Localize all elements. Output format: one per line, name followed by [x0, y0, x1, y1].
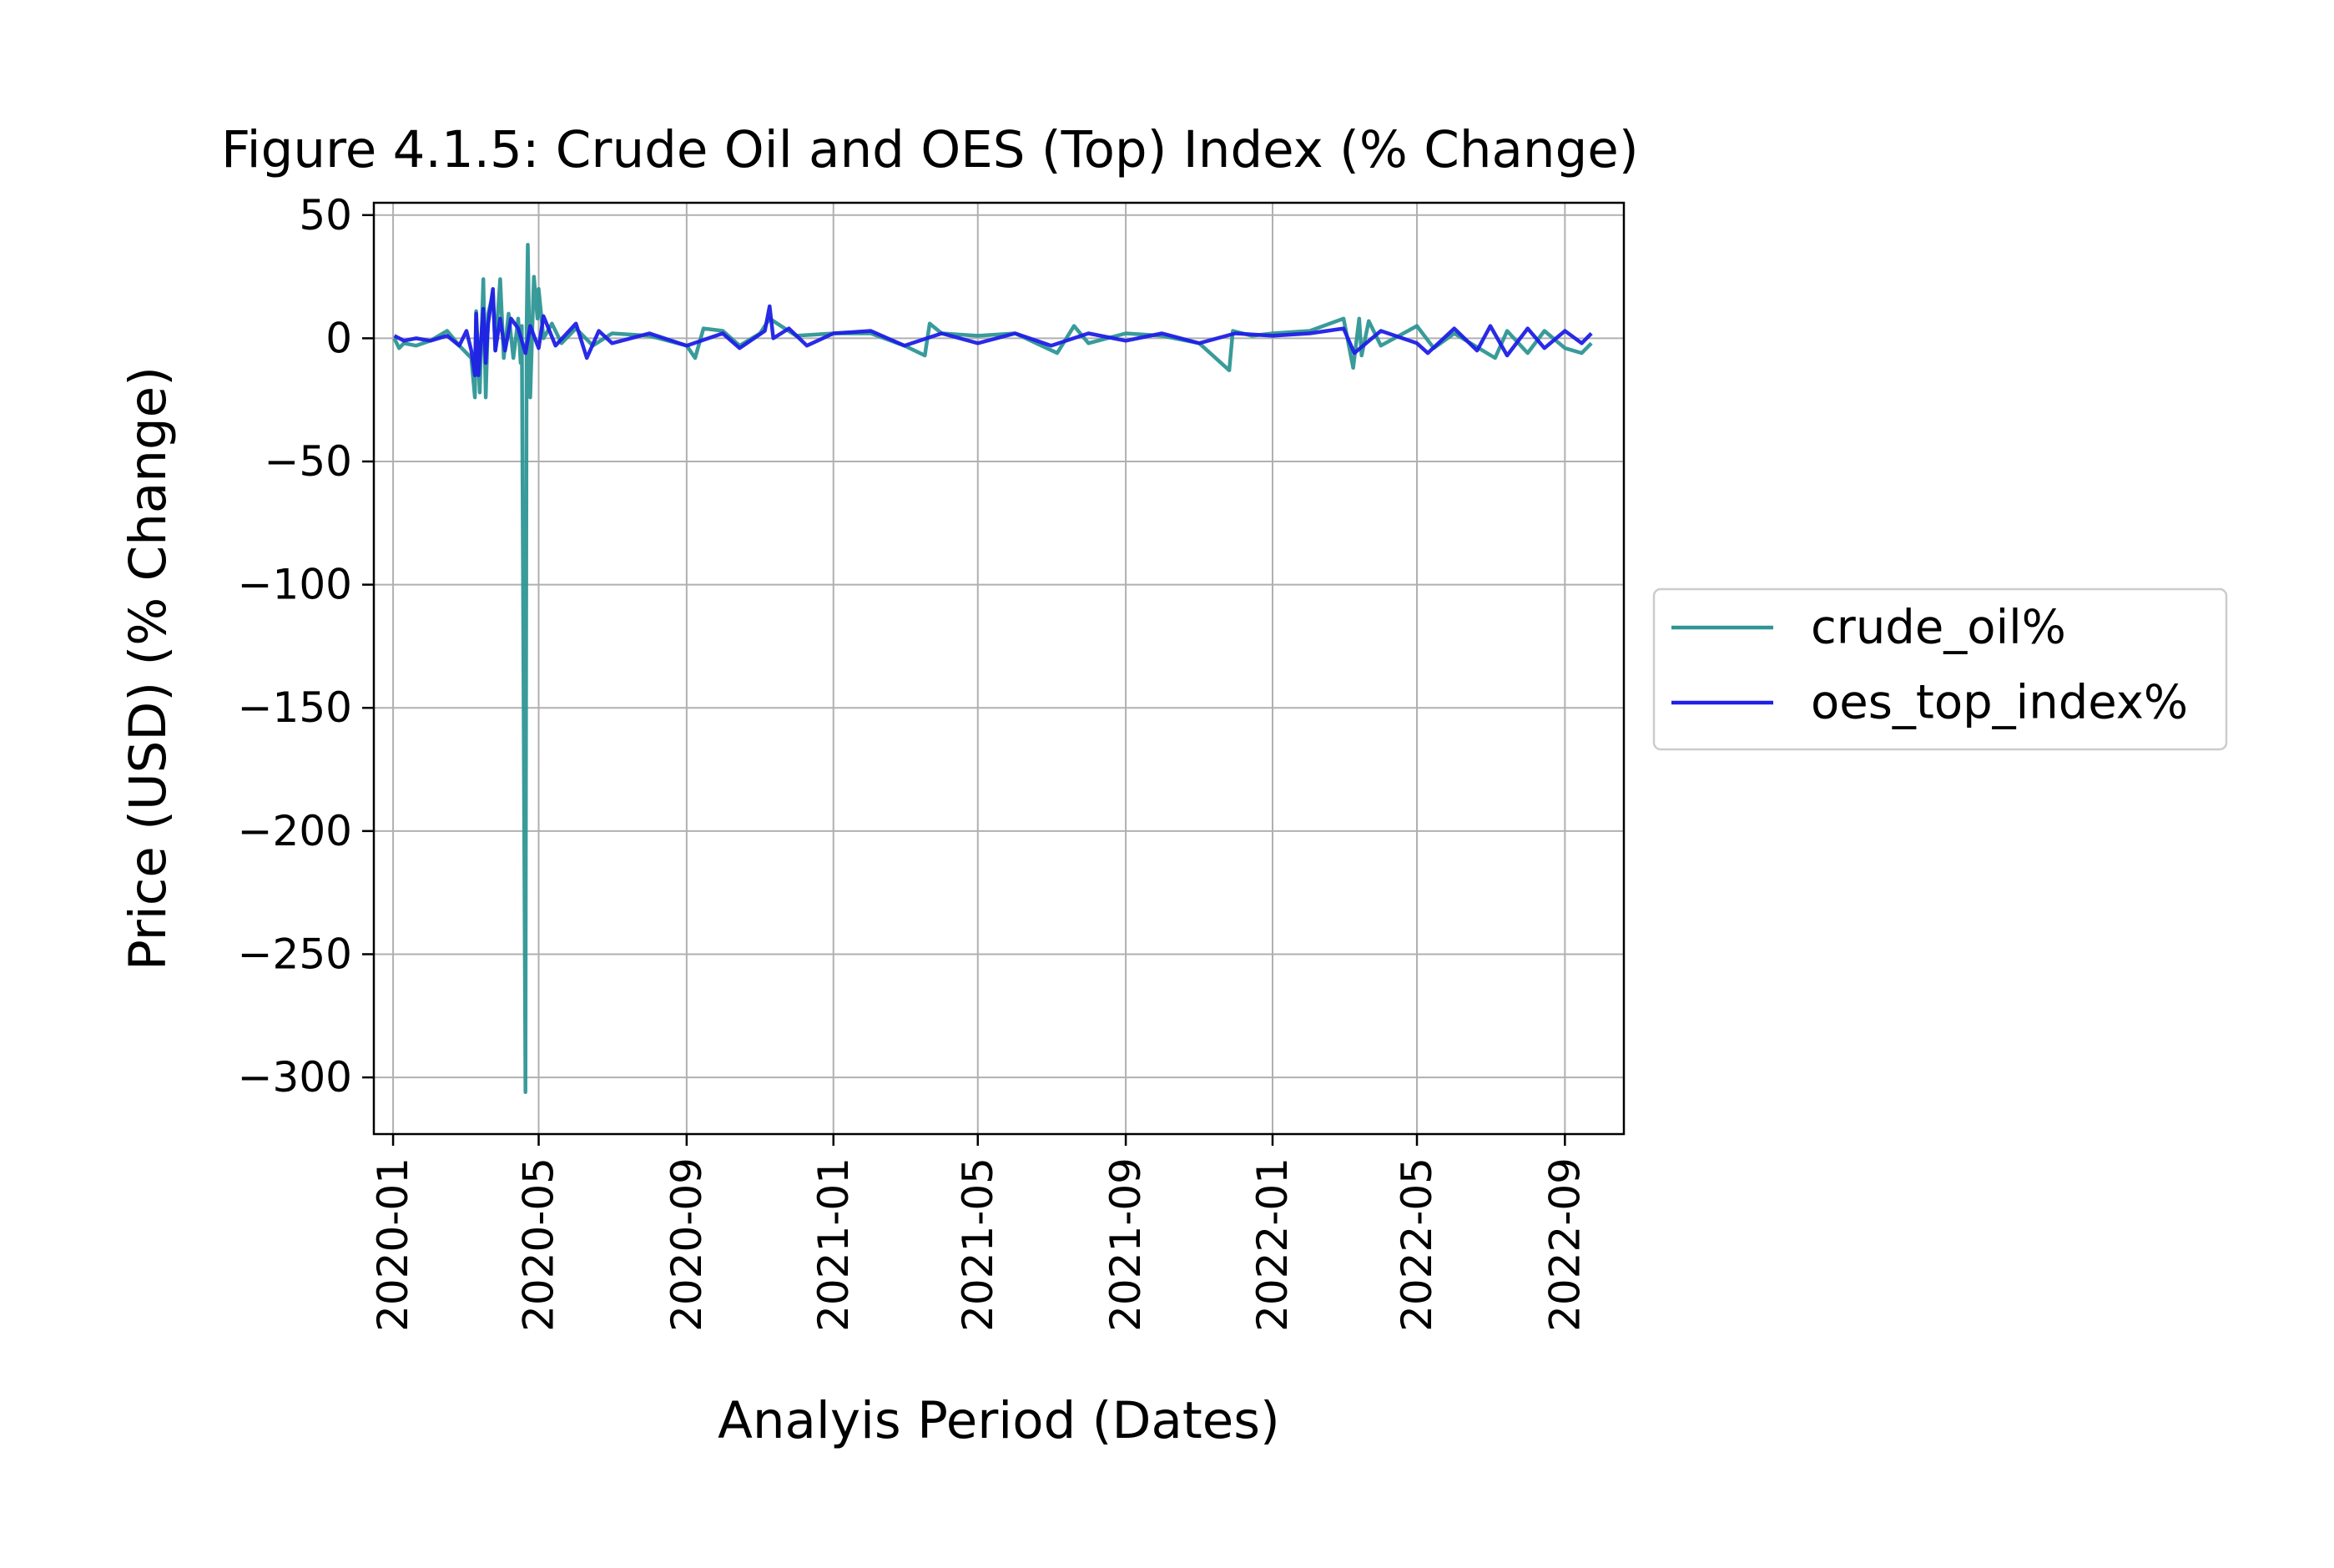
plot-background — [374, 203, 1624, 1134]
y-tick-label: −100 — [238, 561, 352, 609]
y-tick-label: −150 — [238, 683, 352, 732]
y-tick-label: −300 — [238, 1053, 352, 1102]
x-tick-label: 2020-01 — [369, 1157, 417, 1332]
x-tick-label: 2020-09 — [663, 1157, 711, 1332]
y-tick-label: −50 — [264, 437, 352, 486]
x-tick-label: 2020-05 — [515, 1157, 563, 1332]
x-tick-label: 2022-01 — [1248, 1157, 1297, 1332]
legend-label: oes_top_index% — [1811, 676, 2188, 730]
chart-title: Figure 4.1.5: Crude Oil and OES (Top) In… — [221, 120, 1639, 179]
plot-area: 2020-01 2020-05 2020-09 2021-01 2021-05 2021-… — [238, 191, 1626, 1332]
x-axis-title: Analyis Period (Dates) — [718, 1391, 1280, 1450]
series-line-oes-top-index — [393, 287, 1593, 377]
tick-layer: 2020-01 2020-05 2020-09 2021-01 2021-05 2021-… — [238, 191, 1590, 1332]
legend-box — [1652, 587, 2228, 751]
y-axis-title: Price (USD) (% Change) — [118, 366, 178, 971]
x-tick-label: 2022-09 — [1540, 1157, 1589, 1332]
y-tick-label: 0 — [325, 314, 352, 362]
legend: crude_oil% oes_top_index% — [1652, 587, 2228, 751]
x-tick-label: 2021-05 — [954, 1157, 1002, 1332]
y-tick-label: 50 — [299, 191, 352, 239]
x-tick-label: 2022-05 — [1393, 1157, 1441, 1332]
y-tick-label: −200 — [238, 807, 352, 855]
legend-label: crude_oil% — [1811, 601, 2066, 655]
series-layer — [392, 242, 1593, 1095]
x-tick-label: 2021-09 — [1101, 1157, 1150, 1332]
x-tick-label: 2021-01 — [809, 1157, 858, 1332]
plot-frame — [372, 201, 1626, 1136]
y-tick-label: −250 — [238, 930, 352, 978]
